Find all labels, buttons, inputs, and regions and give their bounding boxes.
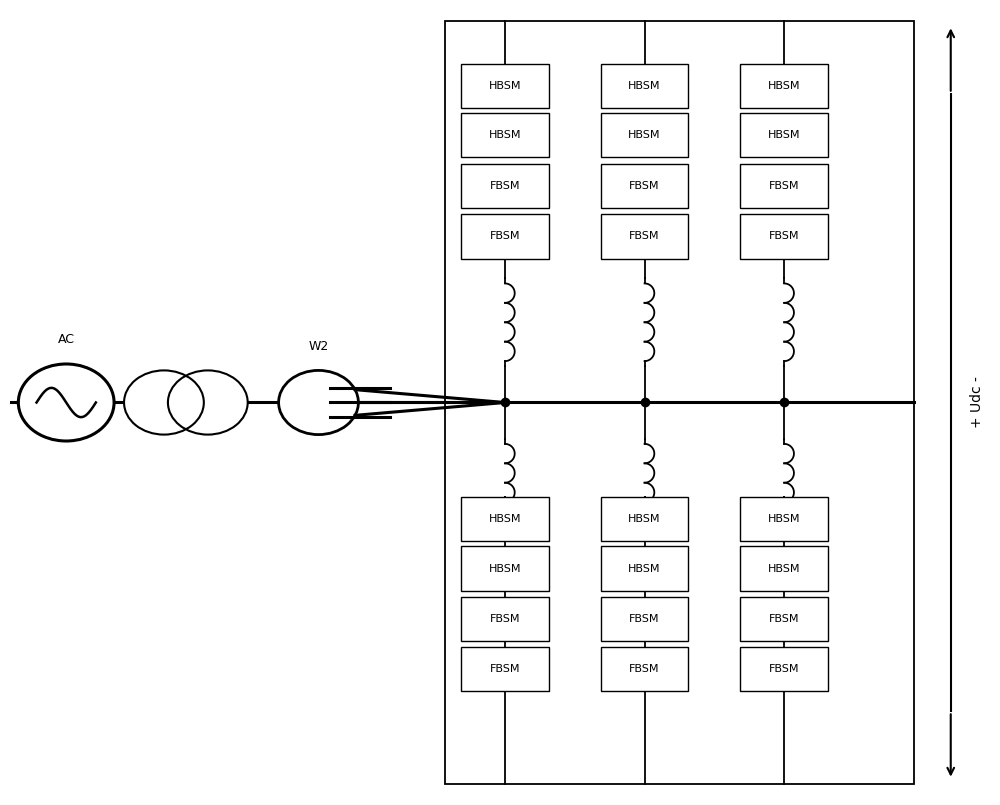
Bar [601, 164, 688, 208]
Text: HBSM: HBSM [628, 80, 661, 91]
Bar [601, 497, 688, 541]
Text: FBSM: FBSM [490, 664, 520, 674]
Bar [461, 547, 549, 591]
Bar [445, 22, 914, 783]
Text: HBSM: HBSM [628, 514, 661, 524]
Bar [461, 214, 549, 258]
Text: FBSM: FBSM [769, 232, 799, 241]
Bar [461, 64, 549, 108]
Bar [740, 646, 828, 691]
Circle shape [279, 370, 358, 435]
Text: HBSM: HBSM [628, 130, 661, 140]
Text: FBSM: FBSM [769, 181, 799, 191]
Bar [740, 547, 828, 591]
Bar [740, 164, 828, 208]
Text: FBSM: FBSM [629, 232, 660, 241]
Text: FBSM: FBSM [490, 181, 520, 191]
Bar [461, 497, 549, 541]
Bar [461, 646, 549, 691]
Text: FBSM: FBSM [769, 664, 799, 674]
Text: HBSM: HBSM [768, 130, 800, 140]
Bar [601, 214, 688, 258]
Bar [461, 597, 549, 641]
Text: FBSM: FBSM [490, 232, 520, 241]
Text: HBSM: HBSM [489, 514, 521, 524]
Text: FBSM: FBSM [629, 664, 660, 674]
Bar [740, 597, 828, 641]
Circle shape [124, 370, 204, 435]
Text: + Udc -: + Udc - [970, 377, 984, 428]
Circle shape [18, 364, 114, 441]
Bar [601, 114, 688, 158]
Text: W2: W2 [308, 340, 329, 353]
Text: HBSM: HBSM [489, 80, 521, 91]
Bar [601, 597, 688, 641]
Text: HBSM: HBSM [628, 564, 661, 573]
Text: FBSM: FBSM [629, 181, 660, 191]
Text: AC: AC [58, 333, 75, 346]
Bar [461, 164, 549, 208]
Text: HBSM: HBSM [768, 564, 800, 573]
Text: FBSM: FBSM [629, 614, 660, 624]
Bar [740, 64, 828, 108]
Text: HBSM: HBSM [489, 130, 521, 140]
Text: HBSM: HBSM [768, 80, 800, 91]
Text: HBSM: HBSM [489, 564, 521, 573]
Text: FBSM: FBSM [769, 614, 799, 624]
Text: FBSM: FBSM [490, 614, 520, 624]
Bar [740, 214, 828, 258]
Bar [740, 497, 828, 541]
Text: HBSM: HBSM [768, 514, 800, 524]
Bar [740, 114, 828, 158]
Bar [601, 646, 688, 691]
Bar [461, 114, 549, 158]
Bar [601, 547, 688, 591]
Bar [601, 64, 688, 108]
